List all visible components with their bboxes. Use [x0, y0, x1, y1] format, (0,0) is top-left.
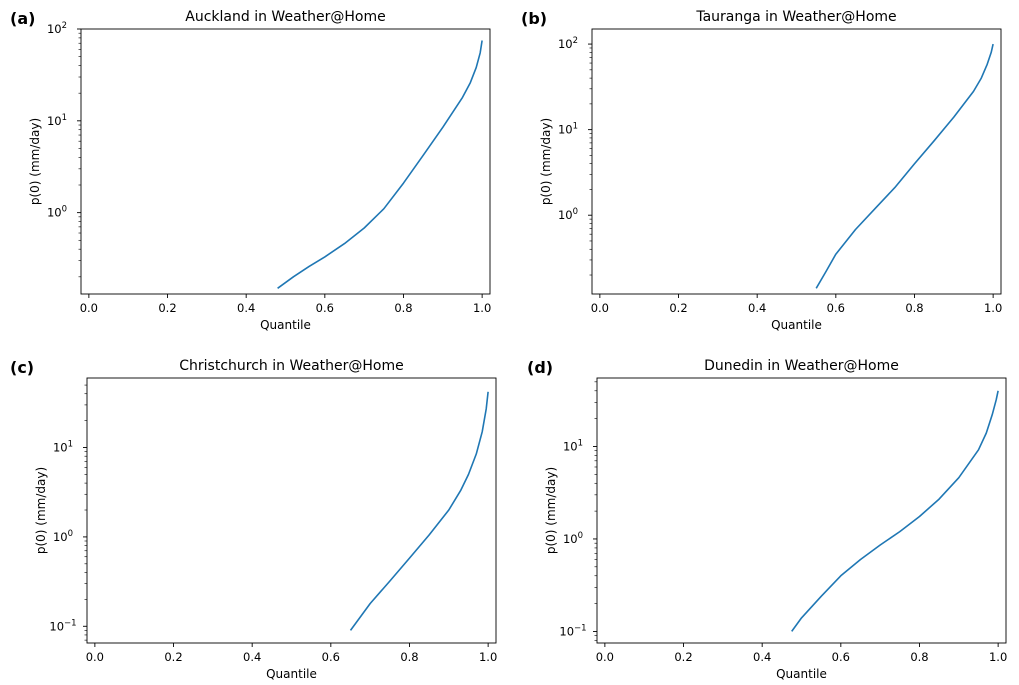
axes-frame	[596, 377, 1007, 644]
x-tick-label: 0.8	[905, 301, 923, 315]
x-tick-label: 0.8	[394, 301, 412, 315]
x-tick-label: 0.6	[827, 301, 845, 315]
x-tick-label: 0.8	[400, 650, 418, 664]
axes-frame	[86, 377, 497, 644]
x-tick-label: 0.0	[80, 301, 98, 315]
y-tick-label: 101	[47, 113, 67, 128]
x-tick-label: 0.4	[748, 301, 766, 315]
y-tick-label: 102	[558, 36, 578, 51]
series-line	[791, 390, 999, 632]
y-axis-label: p(0) (mm/day)	[544, 467, 558, 554]
chart-title: Tauranga in Weather@Home	[695, 9, 896, 25]
x-tick-label: 1.0	[473, 301, 491, 315]
series-line	[815, 43, 994, 289]
x-tick-label: 0.6	[322, 650, 340, 664]
panel-letter: (a)	[10, 9, 35, 28]
series-line	[349, 391, 489, 631]
series-line	[277, 40, 483, 289]
x-tick-label: 1.0	[984, 301, 1002, 315]
y-tick-label: 102	[47, 21, 67, 36]
panel-letter: (d)	[527, 358, 553, 377]
y-tick-label: 101	[563, 438, 583, 453]
x-tick-label: 0.0	[591, 301, 609, 315]
axes-frame	[591, 28, 1002, 295]
x-axis-label: Quantile	[266, 667, 317, 681]
panel-1: (a) Auckland in Weather@Home 0.0 0.2 0.4 0.6 0…	[10, 9, 491, 332]
chart-title: Dunedin in Weather@Home	[704, 358, 899, 374]
y-tick-label: 101	[558, 122, 578, 137]
x-tick-label: 0.4	[753, 650, 771, 664]
panel-3: (c) Christchurch in Weather@Home 0.0 0.2 0.4…	[10, 358, 497, 681]
x-tick-label: 0.0	[596, 650, 614, 664]
x-tick-label: 0.8	[910, 650, 928, 664]
panel-2: (b) Tauranga in Weather@Home 0.0 0.2 0.4 0.6 0…	[521, 9, 1002, 332]
y-axis-label: p(0) (mm/day)	[34, 467, 48, 554]
panel-letter: (c)	[10, 358, 34, 377]
y-axis-label: p(0) (mm/day)	[28, 118, 42, 205]
x-tick-label: 0.4	[243, 650, 261, 664]
y-axis-label: p(0) (mm/day)	[539, 118, 553, 205]
y-tick-label: 10−1	[49, 618, 76, 633]
x-tick-label: 0.6	[832, 650, 850, 664]
axes-frame	[80, 28, 491, 295]
x-tick-label: 0.6	[316, 301, 334, 315]
chart-title: Auckland in Weather@Home	[185, 9, 385, 25]
y-tick-label: 100	[47, 205, 67, 220]
x-tick-label: 0.2	[674, 650, 692, 664]
x-tick-label: 0.2	[669, 301, 687, 315]
y-tick-label: 100	[558, 207, 578, 222]
x-axis-label: Quantile	[776, 667, 827, 681]
y-tick-label: 100	[53, 529, 73, 544]
panel-4: (d) Dunedin in Weather@Home 0.0 0.2 0.4 0.6 0.…	[527, 358, 1007, 681]
y-tick-label: 100	[563, 531, 583, 546]
x-tick-label: 0.0	[86, 650, 104, 664]
x-tick-label: 1.0	[989, 650, 1007, 664]
y-tick-label: 10−1	[559, 623, 586, 638]
x-tick-label: 1.0	[479, 650, 497, 664]
x-tick-label: 0.4	[237, 301, 255, 315]
x-axis-label: Quantile	[260, 318, 311, 332]
x-tick-label: 0.2	[158, 301, 176, 315]
y-tick-label: 101	[53, 440, 73, 455]
x-axis-label: Quantile	[771, 318, 822, 332]
chart-title: Christchurch in Weather@Home	[179, 358, 404, 374]
x-tick-label: 0.2	[164, 650, 182, 664]
panel-letter: (b)	[521, 9, 547, 28]
